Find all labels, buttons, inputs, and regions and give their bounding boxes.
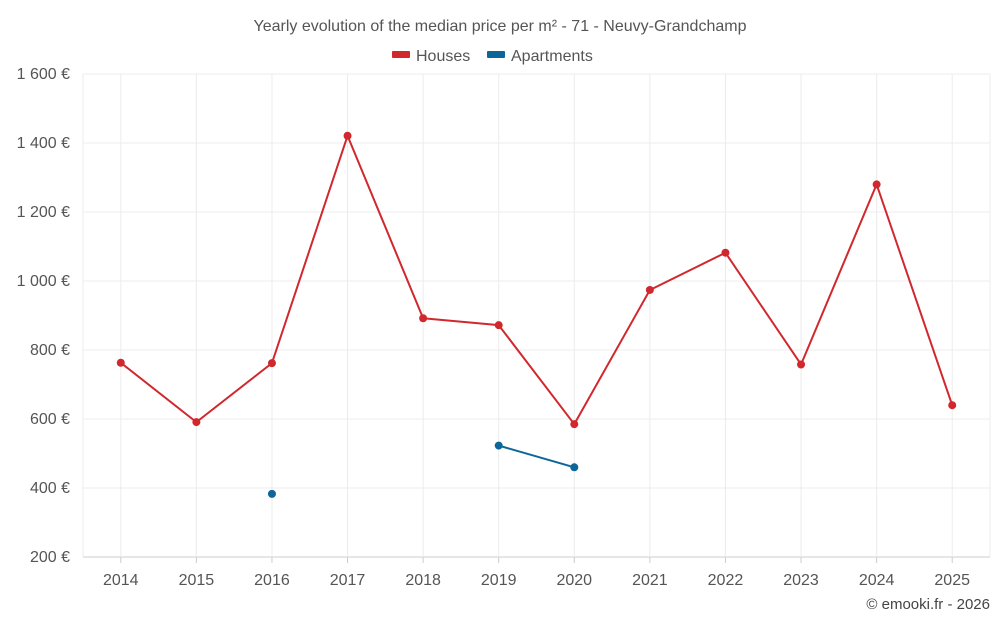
houses-point-2020[interactable] [570,420,579,429]
x-axis: 2014 2015 2016 2017 2018 2019 2020 2021 2022 2023… [103,557,970,589]
houses-point-2014[interactable] [116,358,125,367]
apartments-point-2019[interactable] [494,441,503,450]
apartments-point-2016[interactable] [267,489,276,498]
y-axis: 200 € 400 € 600 € 800 € 1 000 € 1 200 € 1 400 … [17,66,70,566]
y-tick-label: 600 € [30,411,70,428]
x-tick-label: 2019 [481,572,517,589]
series-houses [116,131,957,429]
x-tick-label: 2021 [632,572,668,589]
apartments-point-2020[interactable] [570,463,579,472]
legend-swatch-houses [392,51,410,58]
houses-point-2018[interactable] [419,314,428,323]
legend: Houses Apartments [392,48,593,65]
x-tick-label: 2015 [179,572,215,589]
y-tick-label: 1 400 € [17,135,70,152]
x-tick-label: 2025 [934,572,970,589]
y-tick-label: 1 600 € [17,66,70,83]
legend-label-apartments[interactable]: Apartments [511,48,593,65]
houses-point-2022[interactable] [721,248,730,257]
houses-point-2024[interactable] [872,180,881,189]
houses-point-2023[interactable] [797,360,806,369]
credit-text: © emooki.fr - 2026 [866,596,990,613]
houses-point-2017[interactable] [343,131,352,140]
y-tick-label: 1 200 € [17,204,70,221]
x-tick-label: 2024 [859,572,895,589]
x-tick-label: 2022 [708,572,744,589]
y-tick-label: 200 € [30,549,70,566]
houses-point-2015[interactable] [192,418,201,427]
x-tick-label: 2018 [405,572,441,589]
x-tick-label: 2023 [783,572,819,589]
legend-label-houses[interactable]: Houses [416,48,470,65]
y-tick-label: 1 000 € [17,273,70,290]
houses-line [120,134,954,426]
x-tick-label: 2014 [103,572,139,589]
y-tick-label: 800 € [30,342,70,359]
houses-point-2025[interactable] [948,401,957,410]
grid [82,73,991,558]
x-tick-label: 2017 [330,572,366,589]
x-tick-label: 2020 [556,572,592,589]
houses-point-2019[interactable] [494,321,503,330]
houses-point-2021[interactable] [645,285,654,294]
legend-swatch-apartments [487,51,505,58]
series-apartments [267,441,579,498]
series-layer [116,131,957,498]
y-tick-label: 400 € [30,480,70,497]
houses-point-2016[interactable] [267,359,276,368]
apartments-line [498,444,575,469]
chart-title: Yearly evolution of the median price per… [254,18,747,35]
x-tick-label: 2016 [254,572,290,589]
